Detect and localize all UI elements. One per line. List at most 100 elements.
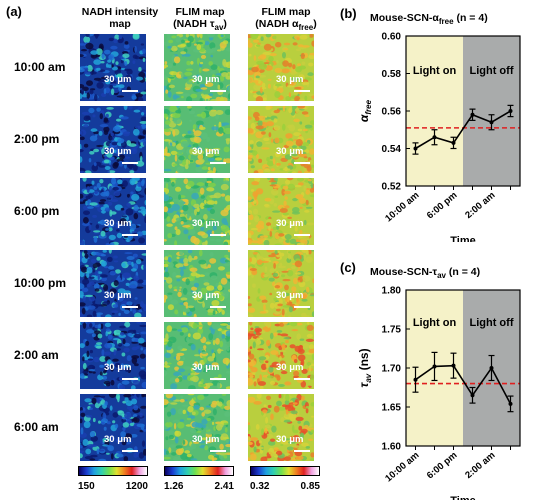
scale-bar-label: 30 μm — [104, 362, 132, 373]
y-tick-label: 1.80 — [382, 286, 402, 297]
point-marker — [432, 364, 437, 369]
x-tick-label: 2:00 am — [463, 190, 497, 221]
scale-bar — [294, 90, 310, 92]
point-marker — [451, 363, 456, 368]
data-point — [488, 114, 495, 131]
microscopy-tile: 30 μm — [164, 34, 230, 101]
row-label: 10:00 pm — [14, 276, 67, 290]
y-axis-label: τav (ns) — [357, 348, 373, 387]
scale-bar — [122, 378, 138, 380]
region-light-on — [406, 36, 463, 186]
point-marker — [470, 112, 475, 117]
microscopy-tile: 30 μm — [80, 106, 146, 173]
column-header-tau-end: ) — [223, 18, 227, 30]
scale-bar — [122, 234, 138, 236]
point-marker — [508, 401, 513, 406]
scale-bar-label: 30 μm — [276, 74, 304, 85]
panel-c-title: Mouse-SCN-τav (n = 4) — [370, 266, 480, 280]
column-header-alpha-line1: FLIM map — [261, 6, 311, 18]
data-point — [469, 108, 476, 121]
data-point — [507, 104, 514, 118]
scale-bar — [210, 450, 226, 452]
microscopy-tile: 30 μm — [248, 34, 314, 101]
x-axis-label: Time — [450, 235, 475, 242]
colorbar-max-label: 1200 — [125, 481, 148, 492]
y-tick-label: 0.54 — [382, 144, 402, 155]
microscopy-tile: 30 μm — [80, 394, 146, 461]
y-tick-label: 0.60 — [382, 32, 402, 43]
y-axis-label-symbol: τ — [357, 382, 371, 388]
microscopy-tile: 30 μm — [164, 322, 230, 389]
panel-c-title-sub: av — [437, 271, 447, 281]
scale-bar — [210, 90, 226, 92]
panel-b-title-text: Mouse-SCN-α — [370, 12, 439, 24]
column-header-tau-line2: (NADH τav) — [150, 18, 250, 34]
microscopy-tile: 30 μm — [80, 34, 146, 101]
microscopy-tile: 30 μm — [164, 106, 230, 173]
microscopy-tile: 30 μm — [164, 394, 230, 461]
scale-bar — [210, 378, 226, 380]
scale-bar-label: 30 μm — [192, 218, 220, 229]
column-header-tau-sub: av — [214, 23, 224, 33]
panel-c-title-n: (n = 4) — [446, 266, 481, 278]
column-header-alpha: FLIM map (NADH αfree) — [236, 6, 336, 34]
y-axis-label-sub: free — [364, 99, 373, 114]
microscopy-tile: 30 μm — [164, 250, 230, 317]
data-point — [450, 352, 457, 379]
y-axis-label-symbol: α — [357, 114, 371, 122]
data-point — [488, 354, 495, 382]
y-axis-label: αfree — [357, 99, 373, 122]
row-label: 10:00 am — [14, 60, 66, 74]
scale-bar-label: 30 μm — [104, 434, 132, 445]
region-label: Light on — [413, 65, 457, 77]
x-axis-label: Time — [450, 495, 475, 500]
scale-bar — [210, 306, 226, 308]
point-marker — [489, 120, 494, 125]
point-marker — [432, 135, 437, 140]
column-header-alpha-sub: free — [298, 23, 314, 33]
scale-bar-label: 30 μm — [104, 74, 132, 85]
column-header-alpha-line2: (NADH αfree) — [236, 18, 336, 34]
panel-a-letter: (a) — [6, 4, 22, 19]
point-marker — [489, 366, 494, 370]
colorbar — [164, 466, 234, 476]
panel-c-title-text: Mouse-SCN-τ — [370, 266, 438, 278]
scale-bar-label: 30 μm — [276, 290, 304, 301]
region-label: Light off — [470, 65, 514, 77]
scale-bar — [122, 90, 138, 92]
microscopy-tile: 30 μm — [248, 250, 314, 317]
colorbar-min-label: 0.32 — [250, 481, 270, 492]
point-marker — [508, 109, 513, 113]
panel-b-title-sub: free — [438, 17, 454, 27]
data-point — [431, 351, 438, 382]
x-tick-label: 6:00 pm — [425, 190, 460, 222]
column-header-alpha-end: ) — [313, 18, 317, 30]
data-point — [412, 142, 419, 155]
region-label: Light on — [413, 317, 457, 329]
panel-b-title: Mouse-SCN-αfree (n = 4) — [370, 12, 488, 26]
scale-bar-label: 30 μm — [192, 146, 220, 157]
scale-bar — [294, 234, 310, 236]
y-tick-label: 0.56 — [382, 107, 402, 118]
microscopy-tile: 30 μm — [164, 178, 230, 245]
row-label: 2:00 pm — [14, 132, 60, 146]
colorbar — [250, 466, 320, 476]
microscopy-tile: 30 μm — [248, 394, 314, 461]
scale-bar-label: 30 μm — [104, 146, 132, 157]
point-marker — [470, 393, 475, 398]
x-tick-label: 2:00 am — [463, 450, 497, 481]
column-header-alpha-text: (NADH α — [255, 18, 299, 30]
column-header-intensity: NADH intensity map — [72, 6, 168, 30]
data-point — [412, 366, 419, 393]
scale-bar — [122, 306, 138, 308]
data-point — [507, 395, 514, 413]
panel-c-letter: (c) — [340, 260, 356, 275]
point-marker — [413, 377, 418, 382]
chart-tau-av: Light on Light off 1.60 1.65 1.70 1.75 1.80 10:… — [357, 286, 521, 500]
y-axis-label-unit: (ns) — [357, 348, 371, 373]
panel-b-title-n: (n = 4) — [453, 12, 488, 24]
scale-bar-label: 30 μm — [276, 362, 304, 373]
x-tick-label: 6:00 pm — [425, 450, 460, 482]
data-point — [450, 136, 457, 150]
scale-bar — [294, 306, 310, 308]
